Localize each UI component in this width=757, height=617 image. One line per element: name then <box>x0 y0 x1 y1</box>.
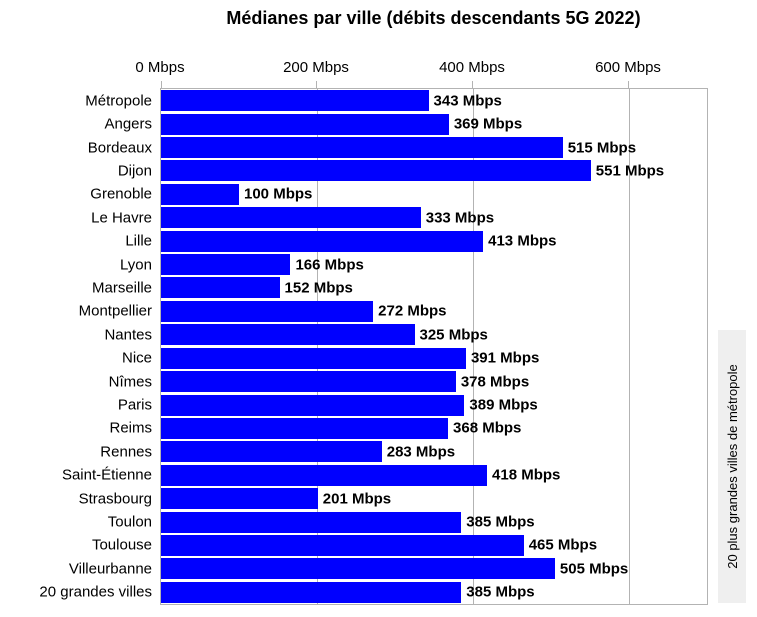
x-axis-tick-label: 200 Mbps <box>283 59 349 76</box>
category-label: Saint-Étienne <box>61 466 152 484</box>
category-label: 20 grandes villes <box>39 583 152 601</box>
bar <box>161 160 591 182</box>
chart-title: Médianes par ville (débits descendants 5… <box>226 8 641 28</box>
category-label: Lille <box>125 232 152 250</box>
category-label: Montpellier <box>78 302 152 320</box>
value-label: 272 Mbps <box>378 302 447 320</box>
x-axis-tick-label: 400 Mbps <box>439 59 505 76</box>
right-axis-title: 20 plus grandes villes de métropole <box>724 364 740 569</box>
bar <box>161 230 484 252</box>
category-label: Grenoble <box>90 185 152 203</box>
category-label: Angers <box>104 115 152 133</box>
bar <box>161 254 291 276</box>
bar <box>161 488 318 510</box>
category-label: Strasbourg <box>78 490 152 508</box>
bar <box>161 464 488 486</box>
value-label: 465 Mbps <box>528 536 598 554</box>
value-label: 385 Mbps <box>466 513 535 531</box>
value-label: 389 Mbps <box>469 396 538 414</box>
x-axis-tick-label: 600 Mbps <box>595 59 661 76</box>
category-label: Le Havre <box>91 209 152 227</box>
value-label: 325 Mbps <box>419 326 488 344</box>
bar <box>161 441 382 463</box>
bar <box>161 324 415 346</box>
value-label: 418 Mbps <box>492 466 561 484</box>
axis-tick <box>316 81 317 89</box>
value-label: 100 Mbps <box>244 185 313 203</box>
axis-tick <box>161 81 162 89</box>
category-label: Villeurbanne <box>68 560 152 578</box>
category-label: Nantes <box>104 326 152 344</box>
bar <box>161 394 465 416</box>
value-label: 333 Mbps <box>425 209 495 227</box>
value-label: 378 Mbps <box>460 373 530 391</box>
value-label: 385 Mbps <box>466 583 535 601</box>
bar <box>161 90 429 112</box>
value-label: 515 Mbps <box>567 139 637 157</box>
value-label: 369 Mbps <box>453 115 523 133</box>
bar <box>161 417 449 439</box>
value-label: 368 Mbps <box>453 419 522 437</box>
bar <box>161 277 280 299</box>
category-label: Lyon <box>120 256 152 274</box>
value-label: 391 Mbps <box>470 349 540 367</box>
category-label: Paris <box>117 396 152 414</box>
x-axis-tick-label: 0 Mbps <box>135 59 185 76</box>
axis-tick <box>472 81 473 89</box>
value-label: 505 Mbps <box>559 560 629 578</box>
value-label: 201 Mbps <box>322 490 392 508</box>
gridline <box>473 89 474 604</box>
axis-tick <box>628 81 629 89</box>
bar <box>161 511 462 533</box>
value-label: 551 Mbps <box>595 162 665 180</box>
value-label: 152 Mbps <box>284 279 353 297</box>
category-label: Reims <box>109 419 152 437</box>
category-label: Toulon <box>107 513 152 531</box>
category-label: Métropole <box>85 92 152 110</box>
bar <box>161 534 524 556</box>
category-label: Nice <box>121 349 152 367</box>
bar <box>161 207 421 229</box>
bar <box>161 183 239 205</box>
category-label: Nîmes <box>108 373 152 391</box>
category-label: Bordeaux <box>87 139 152 157</box>
category-label: Toulouse <box>91 536 152 554</box>
bar <box>161 347 466 369</box>
gridline <box>317 89 318 604</box>
bar <box>161 371 456 393</box>
plot-area <box>160 81 708 605</box>
right-axis-title-strip: 20 plus grandes villes de métropole <box>718 330 746 603</box>
value-label: 166 Mbps <box>295 256 364 274</box>
value-label: 343 Mbps <box>433 92 502 110</box>
value-label: 413 Mbps <box>488 232 557 250</box>
gridline <box>629 89 630 604</box>
value-label: 283 Mbps <box>386 443 456 461</box>
bar <box>161 558 555 580</box>
category-label: Dijon <box>117 162 152 180</box>
bar <box>161 300 374 322</box>
bar <box>161 137 563 159</box>
bar <box>161 581 462 603</box>
category-label: Rennes <box>100 443 152 461</box>
bar <box>161 113 449 135</box>
category-label: Marseille <box>91 279 152 297</box>
